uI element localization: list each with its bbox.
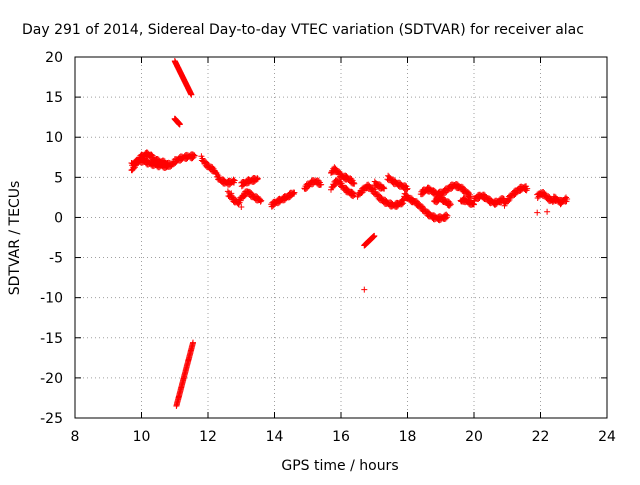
data-point [231, 195, 237, 202]
y-axis-title: SDTVAR / TECUs [7, 181, 23, 296]
y-tick-label: 5 [54, 170, 63, 186]
data-point [248, 190, 255, 196]
x-tick-label: 22 [532, 429, 550, 445]
data-point [258, 197, 265, 204]
data-point [231, 177, 238, 184]
data-point [328, 186, 334, 193]
data-point [254, 175, 261, 182]
data-point [203, 159, 210, 166]
x-tick-label: 10 [133, 429, 151, 445]
y-tick-label: 20 [45, 50, 63, 66]
x-tick-label: 12 [199, 429, 217, 445]
data-point [404, 185, 411, 192]
x-tick-label: 14 [266, 429, 284, 445]
axis-ticks [74, 56, 608, 419]
y-tick-label: -20 [40, 371, 63, 387]
data-point [165, 163, 172, 170]
data-point [534, 209, 541, 216]
x-tick-label: 8 [71, 429, 80, 445]
data-point [524, 185, 531, 192]
y-tick-label: 15 [45, 90, 63, 106]
data-point [361, 286, 368, 293]
data-point [238, 204, 245, 210]
data-point [190, 339, 196, 346]
x-tick-label: 20 [465, 429, 483, 445]
data-point [257, 198, 264, 205]
data-point [444, 212, 451, 219]
data-point [371, 232, 378, 239]
data-point [164, 163, 171, 170]
y-tick-label: 10 [45, 130, 63, 146]
data-point [544, 208, 551, 215]
tick-labels: 8 10 12 14 16 18 20 22 24 20 15 10 5 0 -5 -10 -15 -20 -25 [40, 50, 616, 445]
data-point [176, 121, 183, 128]
data-point [191, 152, 198, 159]
data-point [447, 201, 454, 208]
y-tick-label: -5 [49, 251, 63, 267]
x-tick-label: 16 [332, 429, 350, 445]
x-axis-title: GPS time / hours [281, 458, 398, 474]
data-point [291, 189, 298, 196]
data-point [209, 164, 216, 171]
data-point [381, 185, 388, 192]
data-point [350, 179, 357, 186]
data-points [128, 58, 571, 409]
x-tick-label: 18 [399, 429, 417, 445]
data-point [459, 184, 466, 191]
data-point [471, 201, 477, 208]
grid [75, 57, 607, 418]
data-point [413, 198, 420, 205]
data-point [188, 91, 195, 98]
data-point [318, 181, 325, 188]
y-tick-label: 0 [54, 210, 63, 226]
y-tick-label: -25 [40, 411, 63, 427]
chart-title: Day 291 of 2014, Sidereal Day-to-day VTE… [22, 22, 584, 38]
data-point [402, 191, 409, 198]
data-point [254, 175, 261, 182]
y-tick-label: -15 [40, 331, 63, 347]
data-point [376, 192, 383, 199]
data-point [470, 200, 477, 207]
data-point [228, 190, 235, 197]
data-point [403, 186, 410, 193]
y-tick-label: -10 [40, 291, 63, 307]
data-point [351, 180, 358, 187]
x-tick-label: 24 [598, 429, 616, 445]
data-point [564, 196, 571, 202]
